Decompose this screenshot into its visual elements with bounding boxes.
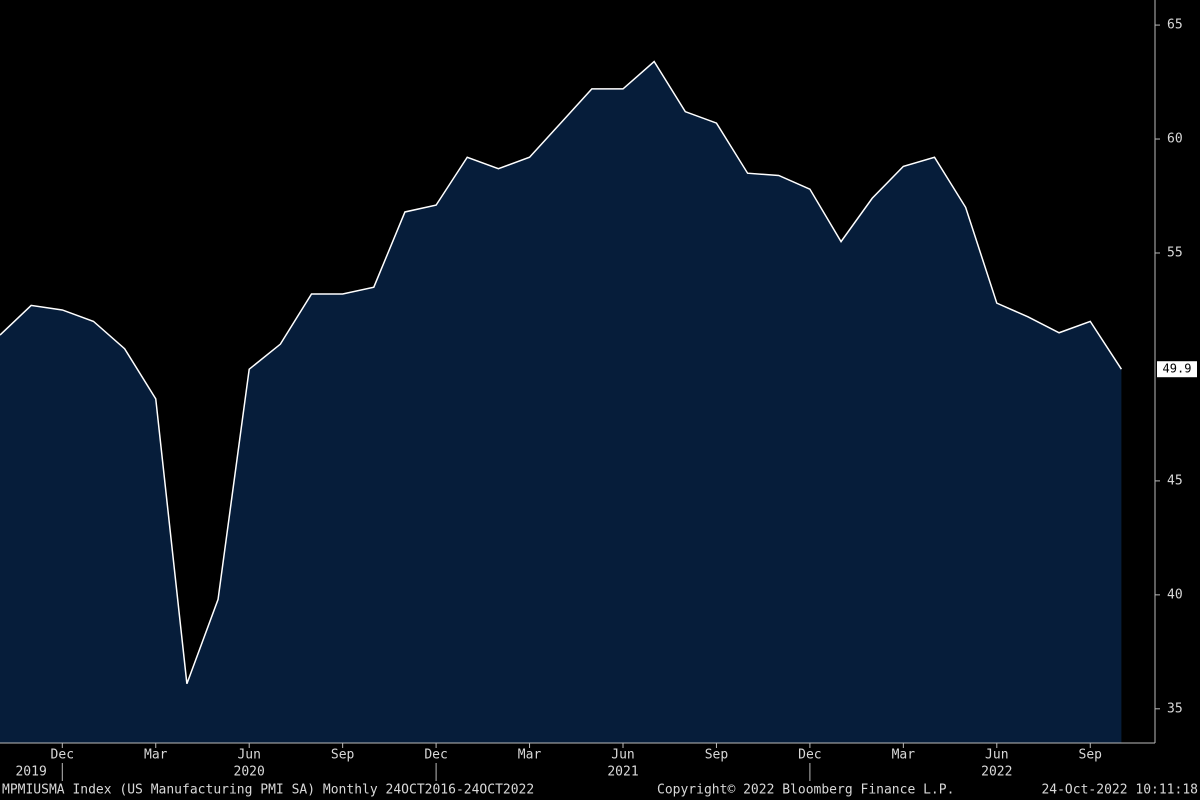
last-value-tag	[1157, 361, 1197, 378]
footer-right: 24-Oct-2022 10:11:18	[1041, 783, 1198, 798]
footer-left: MPMIUSMA Index (US Manufacturing PMI SA)…	[2, 783, 534, 798]
x-tick-label: Sep	[705, 748, 729, 763]
x-tick-label: Sep	[331, 748, 355, 763]
year-label: 2021	[607, 765, 638, 780]
x-tick-label: Mar	[892, 748, 916, 763]
footer-middle: Copyright© 2022 Bloomberg Finance L.P.	[657, 783, 954, 798]
y-tick-label: 65	[1167, 18, 1183, 33]
y-tick-label: 45	[1167, 473, 1183, 488]
x-tick-label: Dec	[424, 748, 447, 763]
x-tick-label: Jun	[611, 748, 634, 763]
x-tick-label: Mar	[144, 748, 168, 763]
area-line	[0, 60, 1123, 685]
y-tick-label: 40	[1167, 587, 1183, 602]
x-tick-label: Sep	[1079, 748, 1103, 763]
year-label: 2022	[981, 765, 1012, 780]
y-tick-label: 55	[1167, 245, 1183, 260]
x-tick-label: Jun	[985, 748, 1008, 763]
x-tick-label: Mar	[518, 748, 542, 763]
y-tick-label: 35	[1167, 701, 1183, 716]
x-tick-label: Jun	[237, 748, 260, 763]
year-label: 2019	[15, 765, 46, 780]
x-tick-label: Dec	[798, 748, 821, 763]
area-fill	[0, 61, 1122, 744]
year-label: 2020	[234, 765, 265, 780]
y-tick-label: 60	[1167, 132, 1183, 147]
last-value-label: 49.9	[1163, 362, 1192, 376]
x-tick-label: Dec	[51, 748, 74, 763]
